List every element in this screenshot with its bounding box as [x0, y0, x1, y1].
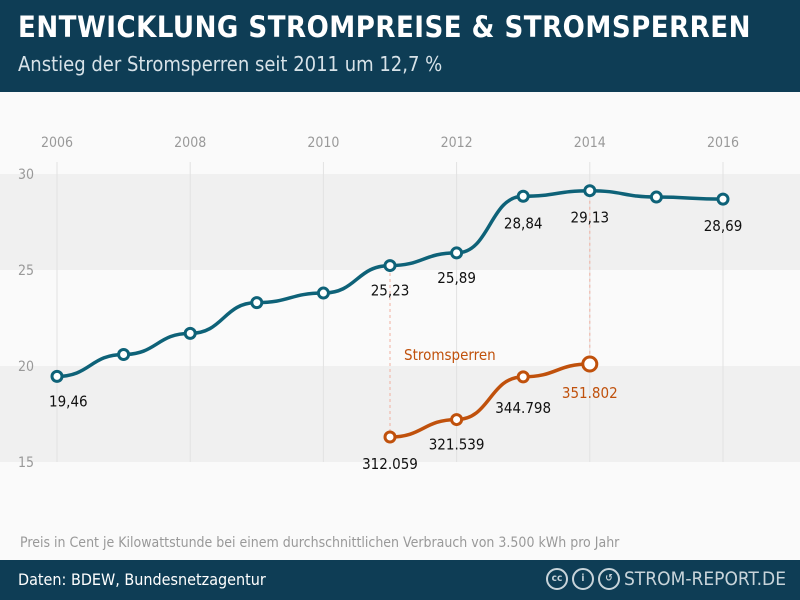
x-tick-label: 2014	[574, 135, 606, 151]
price-point	[383, 259, 397, 273]
header: ENTWICKLUNG STROMPREISE & STROMSPERREN A…	[0, 0, 800, 92]
sperren-point	[581, 355, 599, 373]
y-tick-label: 15	[18, 455, 34, 471]
y-tick-label: 25	[18, 263, 34, 279]
price-point	[50, 369, 64, 383]
x-tick-label: 2006	[41, 135, 73, 151]
price-point	[649, 190, 663, 204]
price-point	[117, 347, 131, 361]
x-tick-label: 2016	[707, 135, 739, 151]
data-label: 25,89	[437, 269, 476, 287]
data-label: 28,69	[704, 217, 743, 235]
chart-subtitle: Anstieg der Stromsperren seit 2011 um 12…	[18, 52, 443, 76]
data-label: 321.539	[429, 436, 485, 454]
by-icon: i	[571, 568, 594, 590]
band	[0, 366, 800, 462]
price-point	[716, 192, 730, 206]
sa-icon: ↺	[597, 568, 620, 590]
series-label: Stromsperren	[404, 346, 496, 364]
data-label: 29,13	[570, 209, 609, 227]
chart-title: ENTWICKLUNG STROMPREISE & STROMSPERREN	[18, 10, 751, 44]
data-label: 351.802	[562, 384, 618, 402]
price-point	[583, 184, 597, 198]
sperren-point	[516, 370, 530, 384]
sperren-line	[389, 362, 590, 439]
data-label: 312.059	[362, 455, 418, 473]
brand: cc i ↺ STROM-REPORT.DE	[545, 568, 786, 590]
price-point	[516, 189, 530, 203]
band	[0, 174, 800, 270]
price-point	[316, 286, 330, 300]
sperren-point	[383, 430, 397, 444]
x-tick-label: 2012	[441, 135, 473, 151]
y-tick-label: 20	[18, 359, 34, 375]
y-tick-label: 30	[18, 167, 34, 183]
x-tick-label: 2010	[307, 135, 339, 151]
data-label: 28,84	[504, 214, 543, 232]
data-label: 25,23	[371, 282, 410, 300]
data-label: 344.798	[495, 399, 551, 417]
cc-icon: cc	[545, 568, 568, 590]
line-chart: 2006 2008 2010 2012 2014 2016 15 20 25 30 19,46 25,…	[0, 135, 800, 473]
sperren-point	[450, 413, 464, 427]
price-point	[450, 246, 464, 260]
footer: Daten: BDEW, Bundesnetzagentur cc i ↺ ST…	[0, 560, 800, 600]
price-point	[183, 326, 197, 340]
x-tick-label: 2008	[174, 135, 206, 151]
brand-text: STROM-REPORT.DE	[623, 568, 786, 590]
price-point	[250, 296, 264, 310]
unit-note: Preis in Cent je Kilowattstunde bei eine…	[20, 535, 620, 551]
source-text: Daten: BDEW, Bundesnetzagentur	[18, 570, 266, 589]
data-label: 19,46	[49, 392, 88, 410]
